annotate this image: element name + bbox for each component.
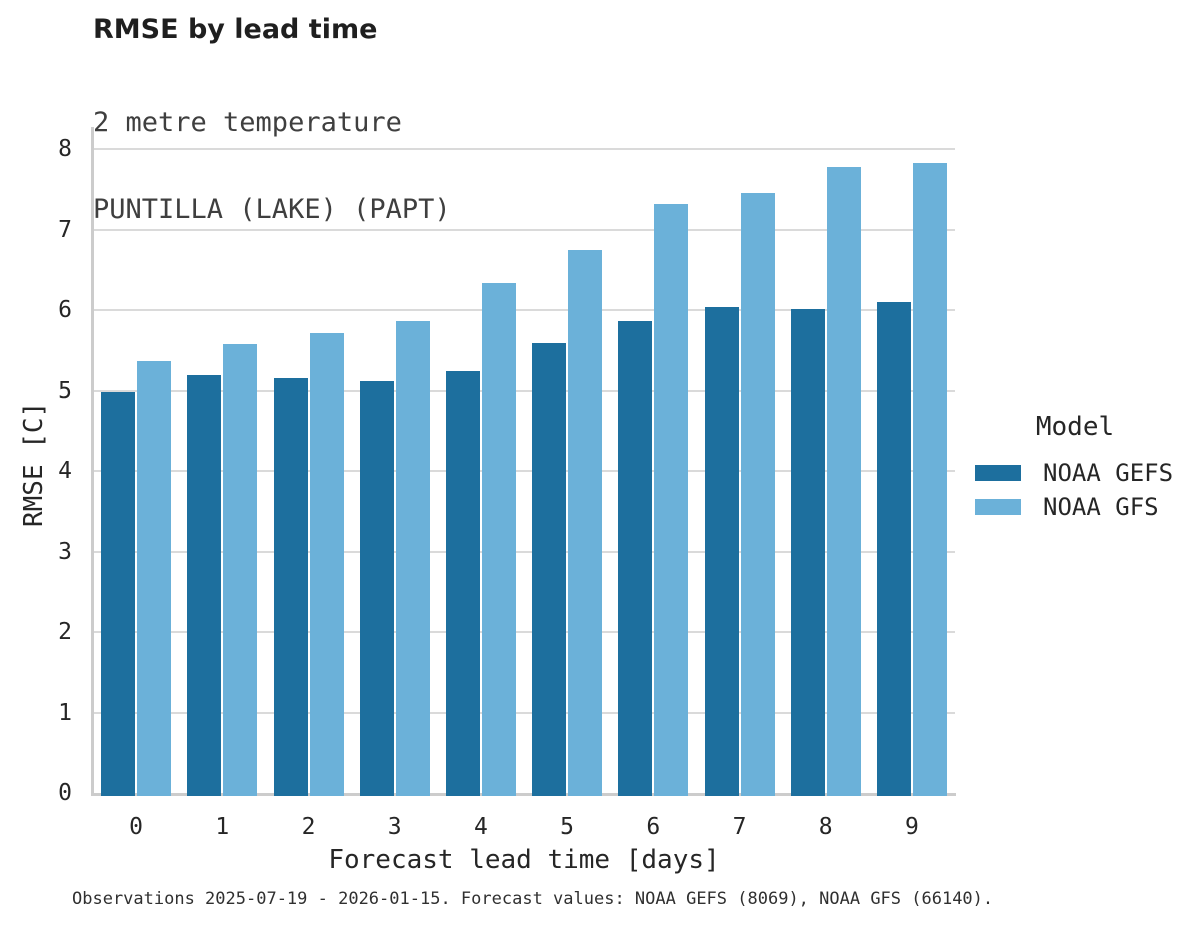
chart-subtitle: 2 metre temperature PUNTILLA (LAKE) (PAP… — [93, 50, 451, 282]
bar-noaa-gefs-lead0 — [101, 392, 136, 796]
bar-noaa-gefs-lead6 — [618, 321, 653, 796]
bar-noaa-gefs-lead8 — [790, 309, 825, 796]
y-tick-label-2: 2 — [58, 619, 72, 645]
legend-title: Model — [1035, 412, 1115, 442]
y-tick-label-5: 5 — [58, 377, 72, 404]
legend: Model NOAA GEFS NOAA GFS — [975, 412, 1175, 524]
bar-noaa-gefs-lead2 — [273, 377, 308, 796]
bar-noaa-gfs-lead0 — [137, 360, 172, 796]
bar-noaa-gefs-lead9 — [876, 301, 911, 796]
gridline-y5 — [93, 389, 955, 392]
x-tick-label-2: 2 — [301, 814, 316, 840]
y-tick-label-6: 6 — [58, 297, 72, 323]
caption: Observations 2025-07-19 - 2026-01-15. Fo… — [72, 889, 994, 909]
x-tick-label-4: 4 — [473, 814, 488, 840]
bar-noaa-gfs-lead1 — [223, 343, 258, 796]
x-tick-label-7: 7 — [732, 814, 747, 840]
x-tick-label-0: 0 — [129, 814, 144, 840]
bar-noaa-gefs-lead7 — [704, 306, 739, 796]
legend-swatch-noaa-gefs-icon — [975, 465, 1021, 481]
legend-item-noaa-gefs: NOAA GEFS — [975, 456, 1175, 490]
x-tick-label-9: 9 — [904, 814, 919, 840]
x-axis-title: Forecast lead time [days] — [328, 845, 720, 875]
legend-label-noaa-gefs: NOAA GEFS — [1043, 459, 1174, 487]
gridline-y3 — [93, 550, 955, 553]
bar-noaa-gefs-lead1 — [187, 375, 222, 796]
subtitle-station: PUNTILLA (LAKE) (PAPT) — [93, 194, 451, 225]
bar-noaa-gfs-lead2 — [309, 332, 344, 796]
x-tick-label-8: 8 — [818, 814, 833, 840]
y-tick-label-3: 3 — [58, 538, 72, 565]
y-tick-label-1: 1 — [58, 699, 72, 726]
gridline-y8 — [93, 148, 955, 150]
y-tick-label-7: 7 — [58, 216, 72, 243]
gridline-y1 — [93, 711, 955, 714]
x-axis-line — [91, 793, 956, 796]
subtitle-variable: 2 metre temperature — [93, 107, 402, 138]
gridline-y4 — [93, 470, 955, 472]
x-tick-label-5: 5 — [560, 814, 575, 840]
gridline-y2 — [93, 631, 955, 633]
y-tick-label-0: 0 — [58, 780, 72, 806]
bar-noaa-gefs-lead4 — [445, 371, 480, 796]
bar-noaa-gfs-lead9 — [912, 162, 947, 796]
y-tick-label-4: 4 — [58, 458, 72, 484]
x-tick-label-3: 3 — [387, 814, 402, 840]
legend-item-noaa-gfs: NOAA GFS — [975, 490, 1175, 524]
bar-noaa-gfs-lead4 — [481, 283, 516, 796]
bar-noaa-gfs-lead6 — [654, 203, 689, 796]
bar-noaa-gefs-lead3 — [359, 380, 394, 796]
legend-swatch-noaa-gfs-icon — [975, 499, 1021, 515]
y-tick-label-8: 8 — [58, 136, 72, 162]
x-tick-label-1: 1 — [215, 814, 230, 840]
bar-noaa-gfs-lead7 — [740, 193, 775, 796]
chart-title: RMSE by lead time — [93, 14, 378, 45]
legend-label-noaa-gfs: NOAA GFS — [1043, 493, 1159, 521]
bar-noaa-gfs-lead3 — [395, 321, 430, 796]
y-axis-line — [91, 127, 94, 796]
bar-noaa-gfs-lead8 — [826, 166, 861, 796]
bar-noaa-gefs-lead5 — [532, 343, 567, 796]
gridline-y7 — [93, 228, 955, 231]
gridline-y6 — [93, 309, 955, 311]
bar-noaa-gfs-lead5 — [568, 249, 603, 796]
x-tick-label-6: 6 — [646, 814, 661, 840]
